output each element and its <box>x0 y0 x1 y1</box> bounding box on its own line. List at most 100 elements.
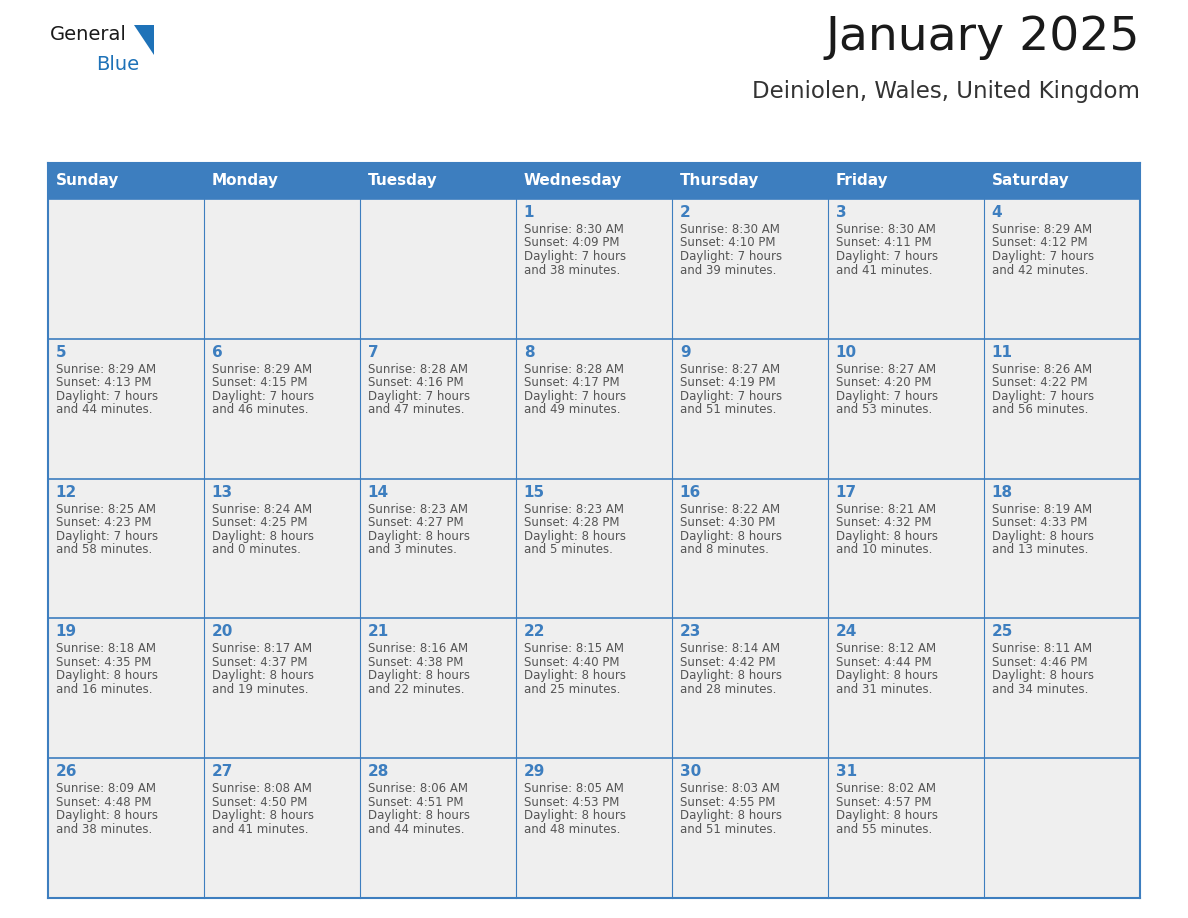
Text: 2: 2 <box>680 205 690 220</box>
Text: Sunset: 4:30 PM: Sunset: 4:30 PM <box>680 516 776 529</box>
Text: Sunset: 4:20 PM: Sunset: 4:20 PM <box>836 376 931 389</box>
Text: Sunrise: 8:06 AM: Sunrise: 8:06 AM <box>368 782 468 795</box>
Text: 3: 3 <box>836 205 846 220</box>
Text: Sunrise: 8:29 AM: Sunrise: 8:29 AM <box>211 363 312 375</box>
Text: 28: 28 <box>368 764 390 779</box>
Text: and 25 minutes.: and 25 minutes. <box>524 683 620 696</box>
Text: 7: 7 <box>368 345 379 360</box>
Text: Daylight: 8 hours: Daylight: 8 hours <box>836 809 937 823</box>
Text: 15: 15 <box>524 485 545 499</box>
Text: Sunset: 4:33 PM: Sunset: 4:33 PM <box>992 516 1087 529</box>
Text: Sunrise: 8:16 AM: Sunrise: 8:16 AM <box>368 643 468 655</box>
Text: Sunset: 4:57 PM: Sunset: 4:57 PM <box>836 796 931 809</box>
Text: Daylight: 7 hours: Daylight: 7 hours <box>524 250 626 263</box>
Text: Daylight: 8 hours: Daylight: 8 hours <box>992 669 1094 682</box>
Text: Sunset: 4:11 PM: Sunset: 4:11 PM <box>836 237 931 250</box>
Text: and 16 minutes.: and 16 minutes. <box>56 683 152 696</box>
Text: Sunrise: 8:29 AM: Sunrise: 8:29 AM <box>992 223 1092 236</box>
Text: and 8 minutes.: and 8 minutes. <box>680 543 769 556</box>
Text: Sunset: 4:28 PM: Sunset: 4:28 PM <box>524 516 619 529</box>
Text: 4: 4 <box>992 205 1003 220</box>
Text: 13: 13 <box>211 485 233 499</box>
Text: Daylight: 8 hours: Daylight: 8 hours <box>368 809 469 823</box>
Text: and 53 minutes.: and 53 minutes. <box>836 403 933 416</box>
Text: Sunrise: 8:30 AM: Sunrise: 8:30 AM <box>680 223 779 236</box>
Text: Sunset: 4:42 PM: Sunset: 4:42 PM <box>680 655 776 669</box>
Text: and 49 minutes.: and 49 minutes. <box>524 403 620 416</box>
Text: Sunset: 4:10 PM: Sunset: 4:10 PM <box>680 237 776 250</box>
Text: 5: 5 <box>56 345 67 360</box>
Text: Sunset: 4:46 PM: Sunset: 4:46 PM <box>992 655 1087 669</box>
Text: Daylight: 8 hours: Daylight: 8 hours <box>368 669 469 682</box>
Text: Daylight: 7 hours: Daylight: 7 hours <box>992 390 1094 403</box>
Text: 19: 19 <box>56 624 77 640</box>
Text: Sunrise: 8:30 AM: Sunrise: 8:30 AM <box>524 223 624 236</box>
Text: Saturday: Saturday <box>992 174 1069 188</box>
Text: Sunset: 4:51 PM: Sunset: 4:51 PM <box>368 796 463 809</box>
Text: Wednesday: Wednesday <box>524 174 623 188</box>
Text: and 5 minutes.: and 5 minutes. <box>524 543 613 556</box>
Text: Sunset: 4:44 PM: Sunset: 4:44 PM <box>836 655 931 669</box>
Text: Sunrise: 8:11 AM: Sunrise: 8:11 AM <box>992 643 1092 655</box>
Text: Sunrise: 8:29 AM: Sunrise: 8:29 AM <box>56 363 156 375</box>
Text: Sunset: 4:16 PM: Sunset: 4:16 PM <box>368 376 463 389</box>
Text: Daylight: 7 hours: Daylight: 7 hours <box>524 390 626 403</box>
Text: Sunset: 4:15 PM: Sunset: 4:15 PM <box>211 376 308 389</box>
Text: Sunset: 4:09 PM: Sunset: 4:09 PM <box>524 237 619 250</box>
Text: 14: 14 <box>368 485 388 499</box>
Text: Tuesday: Tuesday <box>368 174 437 188</box>
Text: Sunset: 4:38 PM: Sunset: 4:38 PM <box>368 655 463 669</box>
Text: Sunrise: 8:14 AM: Sunrise: 8:14 AM <box>680 643 781 655</box>
Text: 20: 20 <box>211 624 233 640</box>
Text: and 28 minutes.: and 28 minutes. <box>680 683 776 696</box>
Text: Sunset: 4:25 PM: Sunset: 4:25 PM <box>211 516 308 529</box>
Bar <box>48 163 1140 199</box>
Text: Sunset: 4:17 PM: Sunset: 4:17 PM <box>524 376 619 389</box>
Text: and 3 minutes.: and 3 minutes. <box>368 543 456 556</box>
Text: Sunrise: 8:08 AM: Sunrise: 8:08 AM <box>211 782 311 795</box>
Text: Daylight: 8 hours: Daylight: 8 hours <box>992 530 1094 543</box>
Text: Sunrise: 8:27 AM: Sunrise: 8:27 AM <box>680 363 781 375</box>
Text: Blue: Blue <box>96 55 139 74</box>
Text: and 48 minutes.: and 48 minutes. <box>524 823 620 835</box>
Text: and 22 minutes.: and 22 minutes. <box>368 683 465 696</box>
Text: January 2025: January 2025 <box>826 15 1140 60</box>
Text: Sunset: 4:19 PM: Sunset: 4:19 PM <box>680 376 776 389</box>
Text: 25: 25 <box>992 624 1013 640</box>
Text: Sunrise: 8:17 AM: Sunrise: 8:17 AM <box>211 643 312 655</box>
Text: Sunday: Sunday <box>56 174 119 188</box>
Text: Sunrise: 8:23 AM: Sunrise: 8:23 AM <box>368 502 468 516</box>
Text: Sunrise: 8:24 AM: Sunrise: 8:24 AM <box>211 502 312 516</box>
Text: 10: 10 <box>836 345 857 360</box>
Text: Sunrise: 8:05 AM: Sunrise: 8:05 AM <box>524 782 624 795</box>
Text: Daylight: 7 hours: Daylight: 7 hours <box>992 250 1094 263</box>
Text: Sunrise: 8:02 AM: Sunrise: 8:02 AM <box>836 782 936 795</box>
Text: Daylight: 8 hours: Daylight: 8 hours <box>368 530 469 543</box>
Text: Sunset: 4:23 PM: Sunset: 4:23 PM <box>56 516 151 529</box>
Text: Daylight: 7 hours: Daylight: 7 hours <box>211 390 314 403</box>
Text: Daylight: 8 hours: Daylight: 8 hours <box>836 669 937 682</box>
Text: Monday: Monday <box>211 174 279 188</box>
Text: Daylight: 8 hours: Daylight: 8 hours <box>524 669 626 682</box>
Text: and 56 minutes.: and 56 minutes. <box>992 403 1088 416</box>
Text: and 46 minutes.: and 46 minutes. <box>211 403 309 416</box>
Text: and 42 minutes.: and 42 minutes. <box>992 263 1088 276</box>
Text: and 0 minutes.: and 0 minutes. <box>211 543 301 556</box>
Text: Sunrise: 8:30 AM: Sunrise: 8:30 AM <box>836 223 936 236</box>
Text: and 51 minutes.: and 51 minutes. <box>680 403 776 416</box>
Text: Sunrise: 8:23 AM: Sunrise: 8:23 AM <box>524 502 624 516</box>
Text: Sunrise: 8:27 AM: Sunrise: 8:27 AM <box>836 363 936 375</box>
Bar <box>48 758 1140 898</box>
Text: Daylight: 7 hours: Daylight: 7 hours <box>56 530 158 543</box>
Text: and 38 minutes.: and 38 minutes. <box>524 263 620 276</box>
Text: Daylight: 8 hours: Daylight: 8 hours <box>836 530 937 543</box>
Text: Sunset: 4:50 PM: Sunset: 4:50 PM <box>211 796 308 809</box>
Text: 23: 23 <box>680 624 701 640</box>
Text: and 44 minutes.: and 44 minutes. <box>56 403 152 416</box>
Text: Sunset: 4:55 PM: Sunset: 4:55 PM <box>680 796 776 809</box>
Text: and 19 minutes.: and 19 minutes. <box>211 683 309 696</box>
Text: Daylight: 8 hours: Daylight: 8 hours <box>680 530 782 543</box>
Text: and 31 minutes.: and 31 minutes. <box>836 683 933 696</box>
Text: Sunset: 4:12 PM: Sunset: 4:12 PM <box>992 237 1087 250</box>
Text: 12: 12 <box>56 485 77 499</box>
